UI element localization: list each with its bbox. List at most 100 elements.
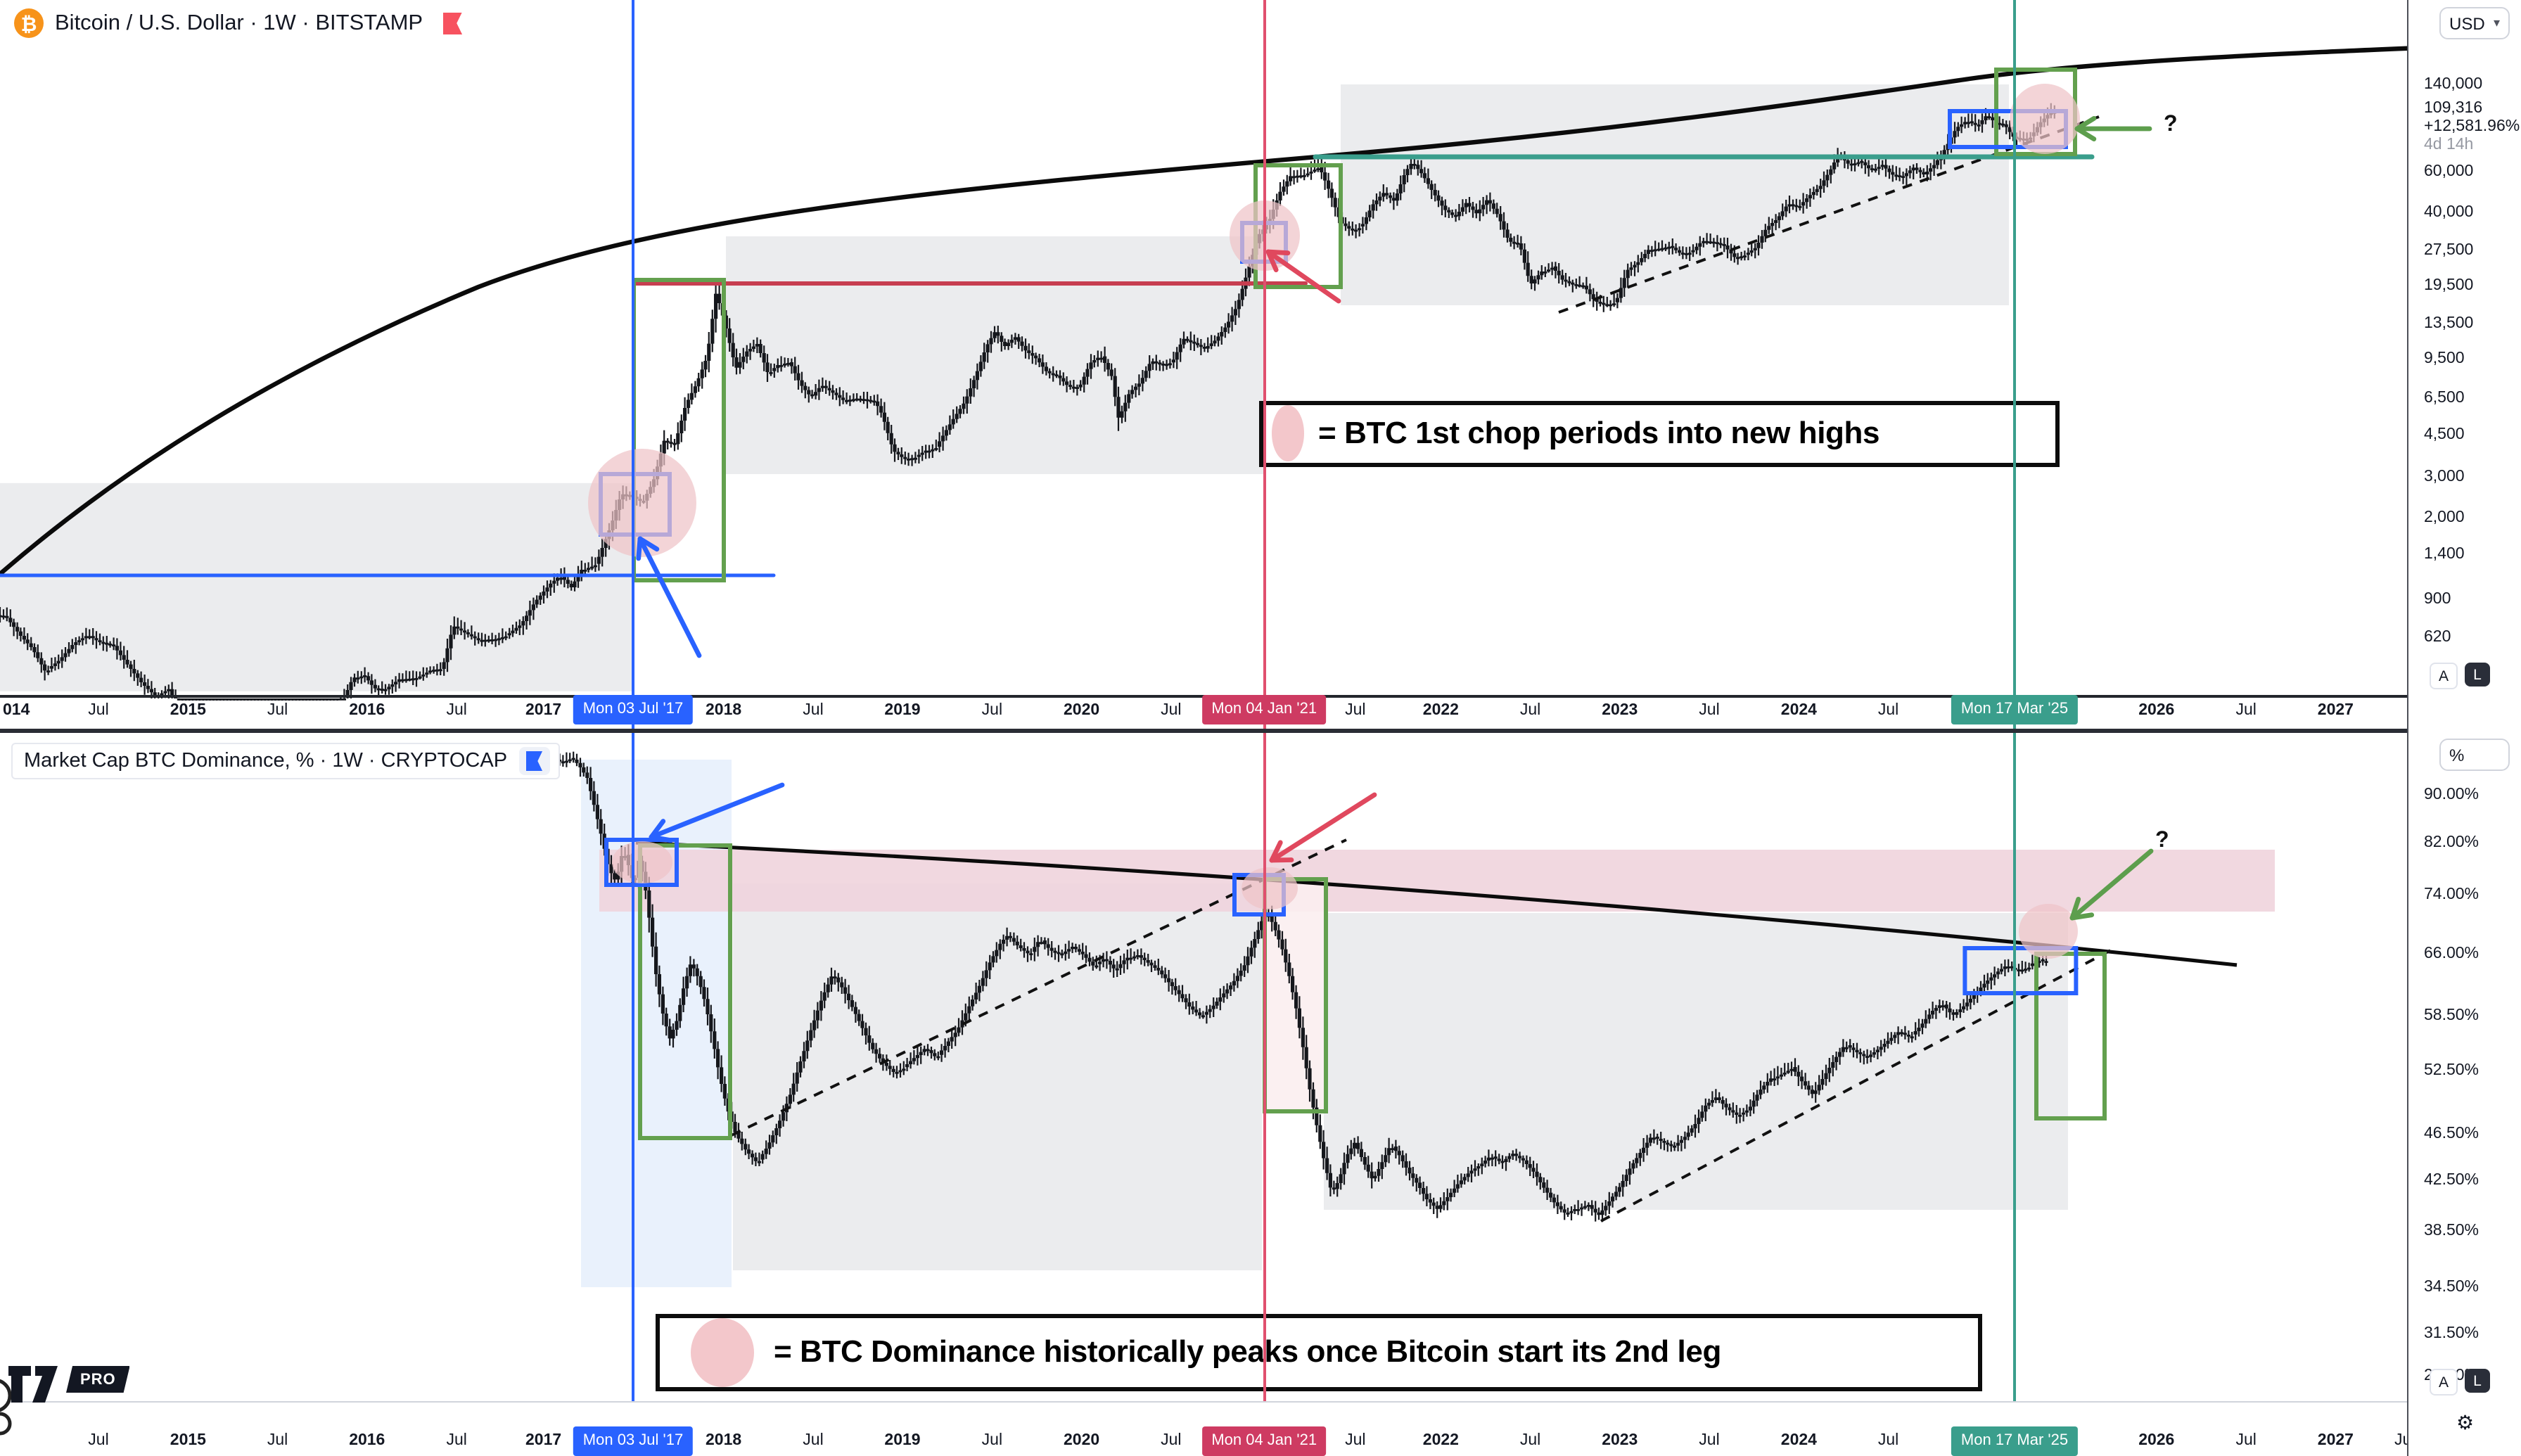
price-scale-label: 19,500 (2424, 277, 2474, 295)
time-axis-label: 2017 (525, 1432, 562, 1449)
time-axis-label: Jul (803, 1432, 824, 1449)
log-scale-button[interactable]: L (2465, 1369, 2490, 1393)
date-marker-chip: Mon 04 Jan '21 (1201, 1426, 1327, 1456)
price-scale-label: 34.50% (2424, 1278, 2479, 1296)
time-axis-label: 2019 (884, 701, 921, 718)
time-axis-label: Jul (2235, 1432, 2257, 1449)
price-scale-label: 90.00% (2424, 786, 2479, 803)
time-axis-label: 2022 (1422, 701, 1459, 718)
panel-separator[interactable] (0, 729, 2521, 733)
price-scale-label: 74.00% (2424, 886, 2479, 904)
question-mark-top: ? (2164, 113, 2178, 136)
time-axis-label: 2015 (170, 701, 206, 718)
time-axis-label: 2015 (170, 1432, 206, 1449)
price-scale-label: 620 (2424, 629, 2451, 646)
pink-dot-legend (691, 1317, 754, 1387)
currency-label: USD (2449, 13, 2485, 33)
chevron-down-icon: ▾ (2493, 15, 2500, 30)
time-axis-label: Jul (1345, 1432, 1366, 1449)
settings-gear-icon[interactable]: ⚙ (2456, 1411, 2475, 1433)
price-scale-label: 900 (2424, 591, 2451, 608)
date-marker-chip: Mon 17 Mar '25 (1951, 695, 2079, 724)
price-scale-label: 3,000 (2424, 468, 2465, 485)
time-axis-label: Jul (981, 701, 1003, 718)
question-mark-bottom: ? (2155, 829, 2169, 852)
partial-sticker-icon (0, 1379, 12, 1436)
tradingview-logo[interactable]: PRO (8, 1366, 130, 1405)
time-axis-label: Jul (1699, 1432, 1720, 1449)
time-axis-label: Jul (1519, 1432, 1541, 1449)
date-marker-chip: Mon 04 Jan '21 (1201, 695, 1327, 724)
time-axis-label: 2018 (706, 1432, 742, 1449)
price-scale-label: 82.00% (2424, 834, 2479, 851)
percent-unit-button[interactable]: % (2439, 739, 2510, 771)
flag-button[interactable] (518, 747, 550, 775)
scale-mode-buttons-top[interactable]: A L (2430, 663, 2490, 689)
time-axis-label: 2023 (1602, 701, 1638, 718)
time-axis-label: 2020 (1064, 1432, 1100, 1449)
time-axis-label: 2016 (349, 1432, 385, 1449)
time-axis-label: 2018 (706, 701, 742, 718)
price-scale-label: 1,400 (2424, 546, 2465, 563)
time-axis-label: Jul (803, 701, 824, 718)
date-marker-chip: Mon 17 Mar '25 (1951, 1426, 2079, 1456)
price-scale-label: 40,000 (2424, 203, 2474, 221)
time-axis-label: 014 (3, 701, 30, 718)
scale-mode-buttons-bottom[interactable]: A L (2430, 1369, 2490, 1396)
time-axis-label: Jul (1877, 1432, 1899, 1449)
date-marker-chip: Mon 03 Jul '17 (573, 695, 694, 724)
bottom-axis-border (0, 1400, 2521, 1402)
price-scale-label: 46.50% (2424, 1125, 2479, 1142)
current-price: 109,316 (2424, 100, 2483, 117)
symbol-title-text: Market Cap BTC Dominance, % · 1W · CRYPT… (24, 750, 508, 772)
symbol-title-top[interactable]: ₿ Bitcoin / U.S. Dollar · 1W · BITSTAMP (14, 8, 463, 38)
time-axis-label: Jul (1161, 1432, 1182, 1449)
price-scale[interactable]: USD ▾ 140,000 60,000 40,000 27,500 19,500 13,… (2407, 0, 2521, 1456)
current-change: +12,581.96% (2424, 118, 2520, 135)
price-scale-label: 31.50% (2424, 1325, 2479, 1343)
time-axis-label: 2024 (1780, 701, 1817, 718)
time-axis-label: 2019 (884, 1432, 921, 1449)
price-scale-label: 66.00% (2424, 945, 2479, 962)
time-axis-label: 2016 (349, 701, 385, 718)
time-axis-label: Jul (88, 701, 109, 718)
pro-badge: PRO (66, 1366, 130, 1393)
price-scale-label: 42.50% (2424, 1171, 2479, 1189)
currency-selector[interactable]: USD ▾ (2439, 7, 2510, 39)
symbol-title-bottom[interactable]: Market Cap BTC Dominance, % · 1W · CRYPT… (11, 743, 560, 779)
annotation-text: = BTC 1st chop periods into new highs (1318, 415, 1880, 451)
price-scale-label: 6,500 (2424, 389, 2465, 407)
annotation-box-top[interactable]: = BTC 1st chop periods into new highs (1259, 401, 2060, 466)
time-axis-label: 2024 (1780, 1432, 1817, 1449)
time-axis-label: Jul (1345, 701, 1366, 718)
annotation-text: = BTC Dominance historically peaks once … (774, 1334, 1721, 1369)
time-axis-label: Jul (446, 701, 467, 718)
current-price-block: 109,316 +12,581.96% 4d 14h (2424, 100, 2520, 155)
time-axis-label: 2022 (1422, 1432, 1459, 1449)
price-scale-label: 60,000 (2424, 162, 2474, 180)
time-axis-label: Jul (1519, 701, 1541, 718)
time-axis-label: 2020 (1064, 701, 1100, 718)
time-axis-label: 2026 (2138, 1432, 2175, 1449)
auto-scale-button[interactable]: A (2430, 663, 2458, 689)
auto-scale-button[interactable]: A (2430, 1369, 2458, 1396)
time-axis-label: Jul (2235, 701, 2257, 718)
time-axis-label: Jul (88, 1432, 109, 1449)
annotation-box-bottom[interactable]: = BTC Dominance historically peaks once … (656, 1313, 1982, 1391)
percent-label: % (2449, 745, 2465, 765)
time-axis-label: Jul (267, 701, 288, 718)
flag-icon (525, 751, 543, 771)
flag-icon[interactable] (442, 12, 463, 34)
chart-canvas[interactable] (0, 0, 2407, 1431)
price-scale-label: 38.50% (2424, 1222, 2479, 1239)
date-marker-chip: Mon 03 Jul '17 (573, 1426, 694, 1456)
price-scale-label: 4,500 (2424, 426, 2465, 444)
log-scale-button[interactable]: L (2465, 663, 2490, 687)
time-axis-label: Jul (1161, 701, 1182, 718)
time-axis-label: Jul (446, 1432, 467, 1449)
symbol-title-text: Bitcoin / U.S. Dollar · 1W · BITSTAMP (55, 11, 423, 34)
price-scale-label: 58.50% (2424, 1007, 2479, 1024)
price-scale-label: 140,000 (2424, 76, 2483, 94)
bar-countdown: 4d 14h (2424, 136, 2474, 153)
